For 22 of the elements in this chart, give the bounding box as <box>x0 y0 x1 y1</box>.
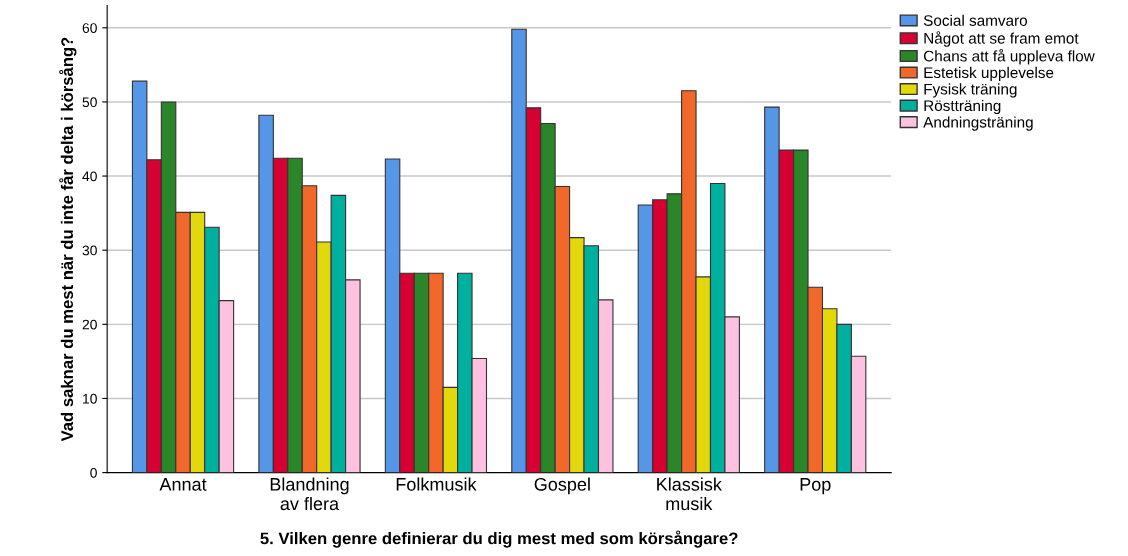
y-tick-label: 20 <box>82 319 97 330</box>
x-axis-title: 5. Vilken genre definierar du dig mest med som körsångare? <box>260 530 738 548</box>
legend-label: Fysisk träning <box>924 83 1017 98</box>
x-tick-label: Annat <box>159 478 207 491</box>
x-tick-label: Folkmusik <box>396 477 477 491</box>
x-tick-label: Pop <box>800 478 831 495</box>
x-tick-label: Gospel <box>534 477 590 495</box>
legend-label: Social samvaro <box>923 14 1027 26</box>
x-tick-label: Blandning av flera <box>270 477 349 511</box>
legend-label: Estetisk upplevelse <box>924 66 1054 82</box>
y-tick-label: 10 <box>83 393 97 404</box>
legend-label: Röstträning <box>924 99 1001 115</box>
legend-label: Något att se fram emot <box>924 31 1079 47</box>
legend-label: Chans att få uppleva flow <box>923 49 1095 65</box>
y-tick-label: 30 <box>82 245 97 256</box>
y-tick-label: 50 <box>82 97 97 108</box>
legend-label: Andningsträning <box>923 116 1033 131</box>
y-tick-label: 0 <box>90 467 97 478</box>
y-tick-label: 40 <box>82 171 97 182</box>
y-axis-title: Vad saknar du mest när du inte får delta i körsång? <box>59 37 77 442</box>
x-tick-label: Klassisk musik <box>657 477 722 511</box>
y-tick-label: 60 <box>82 23 97 33</box>
